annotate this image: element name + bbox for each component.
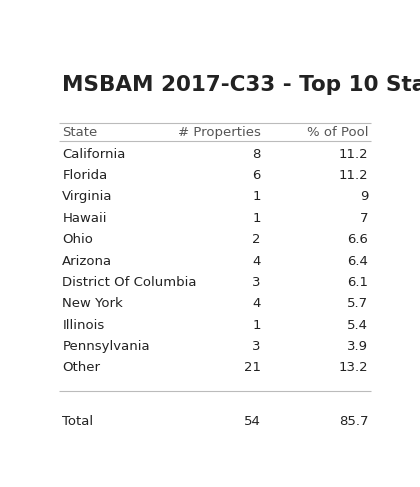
Text: 4: 4	[252, 297, 261, 310]
Text: Pennsylvania: Pennsylvania	[62, 340, 150, 353]
Text: 2: 2	[252, 233, 261, 246]
Text: 9: 9	[360, 190, 368, 204]
Text: Total: Total	[62, 415, 93, 429]
Text: New York: New York	[62, 297, 123, 310]
Text: % of Pool: % of Pool	[307, 126, 368, 139]
Text: 6.1: 6.1	[347, 276, 368, 289]
Text: 6: 6	[252, 169, 261, 182]
Text: Hawaii: Hawaii	[62, 212, 107, 225]
Text: 5.4: 5.4	[347, 318, 368, 332]
Text: 3: 3	[252, 340, 261, 353]
Text: Virginia: Virginia	[62, 190, 113, 204]
Text: 3: 3	[252, 276, 261, 289]
Text: 5.7: 5.7	[347, 297, 368, 310]
Text: 11.2: 11.2	[339, 148, 368, 161]
Text: 4: 4	[252, 255, 261, 267]
Text: District Of Columbia: District Of Columbia	[62, 276, 197, 289]
Text: 1: 1	[252, 318, 261, 332]
Text: Other: Other	[62, 361, 100, 375]
Text: 1: 1	[252, 190, 261, 204]
Text: Florida: Florida	[62, 169, 108, 182]
Text: # Properties: # Properties	[178, 126, 261, 139]
Text: 6.6: 6.6	[347, 233, 368, 246]
Text: State: State	[62, 126, 97, 139]
Text: 7: 7	[360, 212, 368, 225]
Text: Illinois: Illinois	[62, 318, 105, 332]
Text: 1: 1	[252, 212, 261, 225]
Text: 8: 8	[252, 148, 261, 161]
Text: Ohio: Ohio	[62, 233, 93, 246]
Text: 85.7: 85.7	[339, 415, 368, 429]
Text: Arizona: Arizona	[62, 255, 113, 267]
Text: 13.2: 13.2	[339, 361, 368, 375]
Text: 3.9: 3.9	[347, 340, 368, 353]
Text: 54: 54	[244, 415, 261, 429]
Text: 21: 21	[244, 361, 261, 375]
Text: 6.4: 6.4	[347, 255, 368, 267]
Text: California: California	[62, 148, 126, 161]
Text: 11.2: 11.2	[339, 169, 368, 182]
Text: MSBAM 2017-C33 - Top 10 States: MSBAM 2017-C33 - Top 10 States	[62, 75, 420, 95]
